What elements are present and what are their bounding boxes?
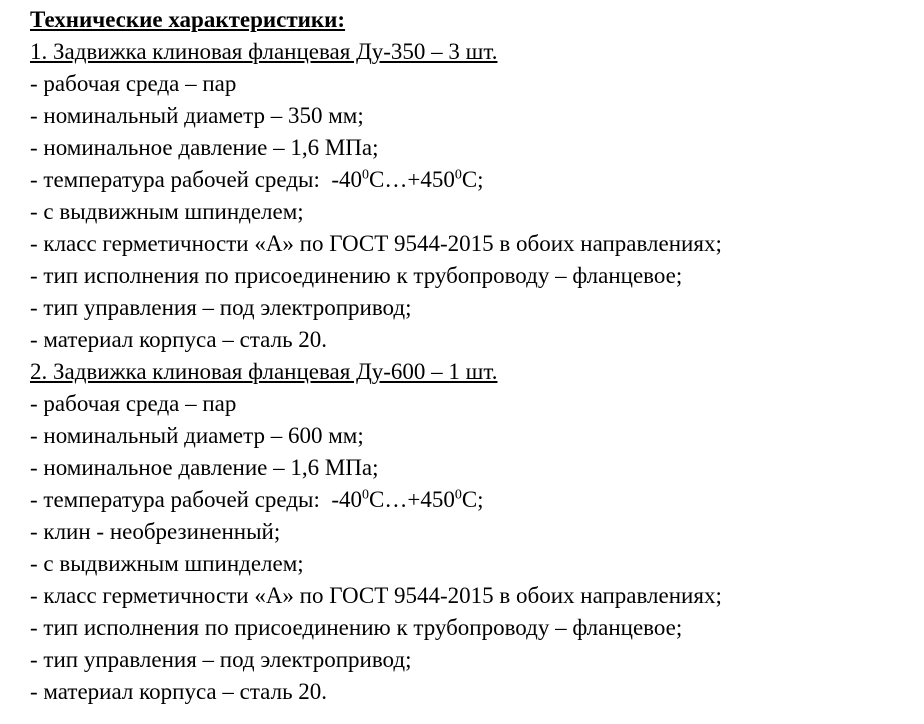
section-valve-du350: 1. Задвижка клиновая фланцевая Ду-350 – …	[30, 36, 904, 356]
spec-working-medium: - рабочая среда – пар	[30, 391, 237, 416]
spec-leakage-class: - класс герметичности «А» по ГОСТ 9544-2…	[30, 231, 722, 256]
spec-leakage-class: - класс герметичности «А» по ГОСТ 9544-2…	[30, 583, 722, 608]
spec-rising-stem: - с выдвижным шпинделем;	[30, 551, 304, 576]
temp-text-prefix: - температура рабочей среды: -40	[30, 167, 363, 192]
document-title: Технические характеристики:	[30, 7, 346, 32]
temp-text-mid: С…+450	[369, 167, 455, 192]
spec-control-type: - тип управления – под электропривод;	[30, 295, 412, 320]
superscript-zero: 0	[362, 167, 370, 183]
spec-wedge-type: - клин - необрезиненный;	[30, 519, 281, 544]
spec-temperature-range: - температура рабочей среды: -400С…+4500…	[30, 484, 904, 516]
section-2-heading: 2. Задвижка клиновая фланцевая Ду-600 – …	[30, 359, 498, 384]
temp-text-prefix: - температура рабочей среды: -40	[30, 487, 363, 512]
spec-nominal-pressure: - номинальное давление – 1,6 МПа;	[30, 455, 379, 480]
spec-connection-type: - тип исполнения по присоединению к труб…	[30, 263, 683, 288]
superscript-zero: 0	[454, 487, 462, 503]
spec-nominal-diameter: - номинальный диаметр – 350 мм;	[30, 103, 364, 128]
temp-text-mid: С…+450	[369, 487, 455, 512]
spec-body-material: - материал корпуса – сталь 20.	[30, 679, 328, 704]
spec-nominal-pressure: - номинальное давление – 1,6 МПа;	[30, 135, 379, 160]
spec-working-medium: - рабочая среда – пар	[30, 71, 237, 96]
spec-nominal-diameter: - номинальный диаметр – 600 мм;	[30, 423, 364, 448]
section-valve-du600: 2. Задвижка клиновая фланцевая Ду-600 – …	[30, 356, 904, 708]
superscript-zero: 0	[454, 167, 462, 183]
section-1-heading: 1. Задвижка клиновая фланцевая Ду-350 – …	[30, 39, 498, 64]
spec-connection-type: - тип исполнения по присоединению к труб…	[30, 615, 683, 640]
spec-rising-stem: - с выдвижным шпинделем;	[30, 199, 304, 224]
spec-control-type: - тип управления – под электропривод;	[30, 647, 412, 672]
temp-text-suffix: С;	[461, 167, 484, 192]
spec-temperature-range: - температура рабочей среды: -400С…+4500…	[30, 164, 904, 196]
spec-body-material: - материал корпуса – сталь 20.	[30, 327, 328, 352]
superscript-zero: 0	[362, 487, 370, 503]
temp-text-suffix: С;	[461, 487, 484, 512]
